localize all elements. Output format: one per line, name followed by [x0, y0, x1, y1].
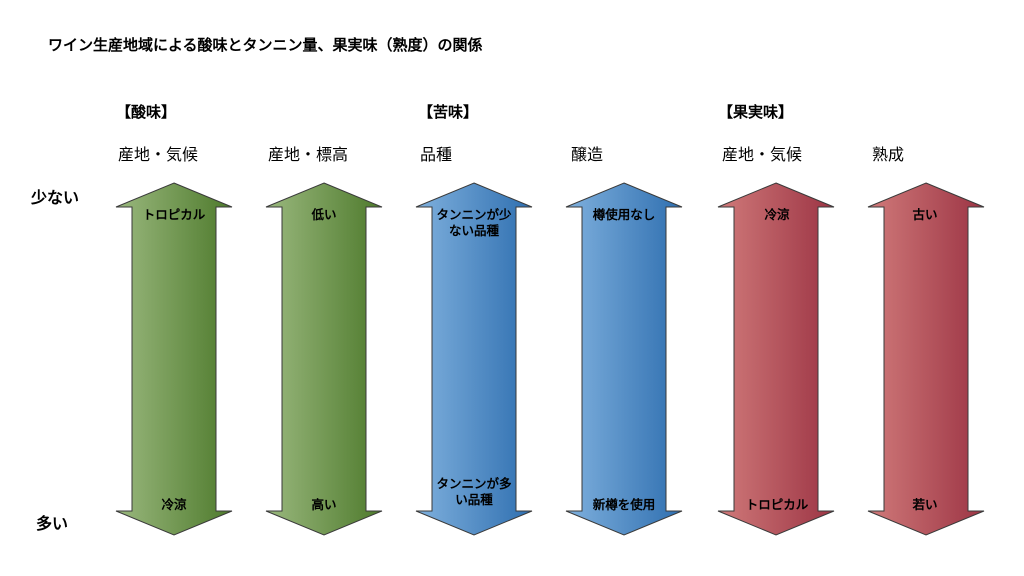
double-arrow-col6 [867, 182, 985, 536]
arrow-bottom-label-col4: 新樽を使用 [592, 497, 656, 512]
arrow-bottom-label-col3: タンニンが多い品種 [436, 476, 512, 507]
diagram-title: ワイン生産地域による酸味とタンニン量、果実味（熟度）の関係 [48, 36, 483, 54]
arrow-bottom-label-col6: 若い [912, 497, 938, 512]
double-arrow-col4 [565, 182, 683, 536]
factor-label-col3: 品種 [420, 145, 453, 164]
arrow-top-label-col5: 冷涼 [764, 207, 790, 222]
arrow-top-label-col1: トロピカル [142, 207, 206, 222]
factor-label-col2: 産地・標高 [268, 145, 349, 164]
factor-label-col1: 産地・気候 [118, 145, 199, 164]
category-acidity: 【酸味】 [116, 103, 177, 121]
arrow-top-label-col2: 低い [311, 207, 337, 222]
arrow-top-label-col4: 樽使用なし [592, 207, 656, 222]
arrow-top-label-col3: タンニンが少ない品種 [436, 207, 512, 238]
factor-label-col4: 醸造 [571, 145, 604, 164]
arrow-top-label-col6: 古い [912, 207, 938, 222]
double-arrow-col5 [717, 182, 835, 536]
factor-label-col5: 産地・気候 [722, 145, 803, 164]
axis-label-top: 少ない [31, 188, 80, 207]
arrow-bottom-label-col5: トロピカル [745, 497, 809, 512]
factor-label-col6: 熟成 [872, 145, 905, 164]
double-arrow-col1 [115, 182, 233, 536]
category-bitterness: 【苦味】 [418, 103, 479, 121]
double-arrow-col2 [265, 182, 383, 536]
double-arrow-col3 [415, 182, 533, 536]
category-fruitiness: 【果実味】 [718, 103, 794, 121]
arrow-bottom-label-col1: 冷涼 [161, 497, 187, 512]
axis-label-bottom: 多い [36, 514, 69, 533]
arrow-bottom-label-col2: 高い [311, 497, 337, 512]
